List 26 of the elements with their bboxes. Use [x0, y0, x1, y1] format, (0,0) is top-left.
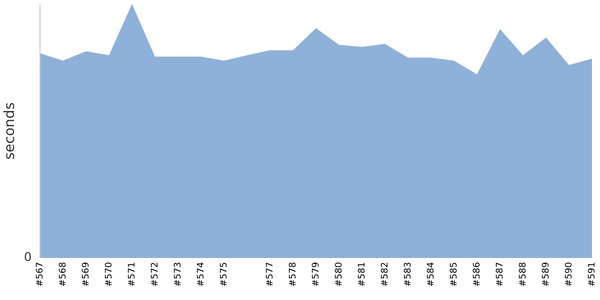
x-tick-label: #575	[219, 262, 230, 287]
x-tick-label: #571	[127, 262, 138, 287]
x-tick-label: #574	[196, 262, 206, 287]
x-tick-label: #569	[81, 262, 92, 287]
x-tick-label: #586	[472, 262, 482, 287]
x-tick-label: #580	[334, 262, 344, 287]
y-axis-title: seconds	[2, 102, 18, 160]
x-tick-label: #588	[518, 262, 528, 287]
x-tick-label: #589	[541, 262, 552, 287]
x-tick-label: #579	[311, 262, 322, 287]
x-tick-label: #572	[150, 262, 160, 287]
x-tick-label: #587	[495, 262, 506, 287]
x-tick-label: #573	[173, 262, 184, 287]
x-tick-label: #581	[357, 262, 368, 287]
x-tick-label: #585	[449, 262, 460, 287]
x-tick-label: #583	[403, 262, 414, 287]
annotation: 0	[24, 250, 32, 264]
x-tick-label: #584	[426, 262, 436, 287]
x-tick-label: #570	[104, 262, 114, 287]
x-tick-label: #578	[288, 262, 298, 287]
x-tick-label: #582	[380, 262, 390, 287]
x-tick-label: #567	[35, 262, 46, 287]
x-tick-label: #577	[265, 262, 276, 287]
x-tick-label: #591	[587, 262, 598, 287]
x-tick-label: #590	[564, 262, 574, 287]
x-tick-label: #568	[58, 262, 68, 287]
